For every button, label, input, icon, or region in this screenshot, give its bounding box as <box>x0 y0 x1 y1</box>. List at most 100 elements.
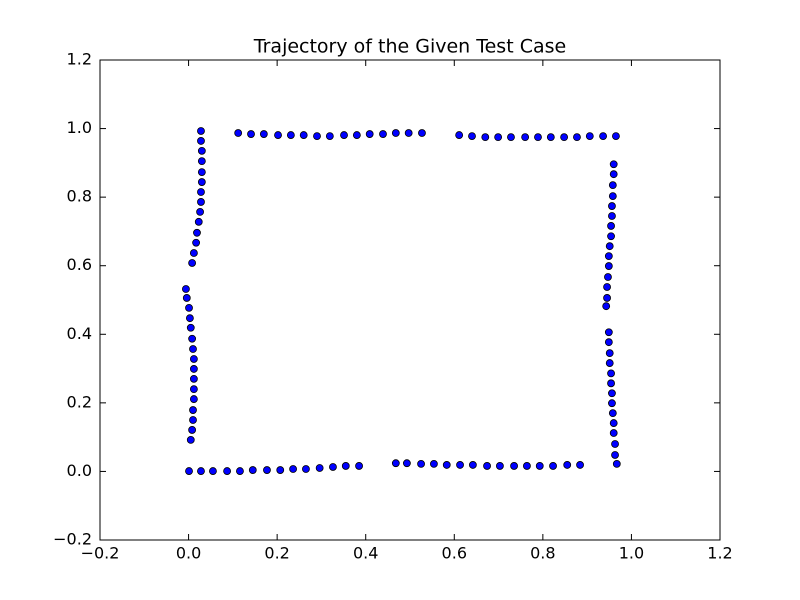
point <box>186 323 195 332</box>
point <box>611 451 619 459</box>
x-tick-label: 0.2 <box>264 544 289 563</box>
point <box>223 467 232 475</box>
point <box>289 465 297 473</box>
x-tick-label: 0.8 <box>530 544 555 563</box>
point <box>534 133 542 142</box>
point <box>495 462 504 470</box>
point <box>608 192 617 201</box>
point <box>402 459 411 468</box>
point <box>494 133 503 142</box>
point <box>313 132 321 141</box>
point <box>189 374 198 383</box>
point <box>456 461 464 469</box>
point <box>611 440 619 448</box>
point <box>604 262 613 270</box>
point <box>189 345 197 353</box>
point <box>546 133 555 142</box>
point <box>391 129 400 137</box>
point <box>234 129 243 137</box>
y-tick-label: 0.6 <box>67 255 92 274</box>
point <box>573 133 581 142</box>
point <box>329 463 337 471</box>
point <box>523 462 531 470</box>
point <box>609 170 618 179</box>
point <box>197 146 206 155</box>
point <box>197 127 205 135</box>
y-tick-label: 0.8 <box>67 187 92 206</box>
point <box>607 232 615 241</box>
point <box>193 228 201 237</box>
point <box>507 133 515 142</box>
plot-frame <box>99 59 721 541</box>
point <box>604 338 613 347</box>
point <box>197 467 205 475</box>
point <box>483 462 491 470</box>
point <box>259 130 268 138</box>
point <box>521 133 530 142</box>
point <box>605 242 614 251</box>
point <box>404 129 413 137</box>
point <box>608 212 616 220</box>
point <box>286 131 295 139</box>
point <box>608 399 616 408</box>
point <box>549 462 557 470</box>
point <box>189 395 198 403</box>
point <box>418 129 426 137</box>
point <box>355 462 363 470</box>
point <box>189 365 198 373</box>
point <box>510 462 518 470</box>
point <box>607 379 615 388</box>
point <box>607 369 615 378</box>
point <box>391 459 400 468</box>
point <box>608 409 617 418</box>
point <box>379 130 387 138</box>
point <box>192 238 201 247</box>
point <box>609 429 618 437</box>
point <box>247 130 255 138</box>
x-tick-label: 0.0 <box>176 544 201 563</box>
point <box>185 303 193 312</box>
point <box>585 132 594 141</box>
point <box>609 419 618 427</box>
point <box>302 465 310 473</box>
point <box>197 188 205 196</box>
point <box>209 467 217 475</box>
point <box>236 467 244 475</box>
point <box>442 461 451 469</box>
y-tick-label: 1.0 <box>67 118 92 137</box>
x-tick-label: 0.6 <box>442 544 467 563</box>
point <box>188 426 197 434</box>
point <box>599 132 607 141</box>
point <box>189 249 198 257</box>
point <box>182 294 191 302</box>
point <box>468 461 477 469</box>
point <box>276 466 285 474</box>
point <box>605 359 614 367</box>
point <box>263 466 271 474</box>
x-tick-label: 1.2 <box>707 544 732 563</box>
point <box>455 131 464 139</box>
point <box>196 207 204 216</box>
point <box>325 132 334 141</box>
point <box>248 466 257 474</box>
point <box>608 202 616 210</box>
point <box>430 459 438 468</box>
point <box>189 416 197 424</box>
point <box>341 462 350 470</box>
point <box>186 435 195 444</box>
point <box>185 314 194 323</box>
point <box>576 461 584 469</box>
point <box>607 222 615 230</box>
chart-title: Trajectory of the Given Test Case <box>253 36 566 58</box>
y-tick-label: 0.4 <box>67 324 92 343</box>
y-tick-label: −0.2 <box>53 530 92 549</box>
point <box>197 178 206 186</box>
y-tick-label: 0.2 <box>67 392 92 411</box>
point <box>189 385 198 394</box>
x-tick-label: −0.2 <box>81 544 120 563</box>
point <box>274 131 282 139</box>
point <box>603 283 611 291</box>
point <box>605 349 614 358</box>
